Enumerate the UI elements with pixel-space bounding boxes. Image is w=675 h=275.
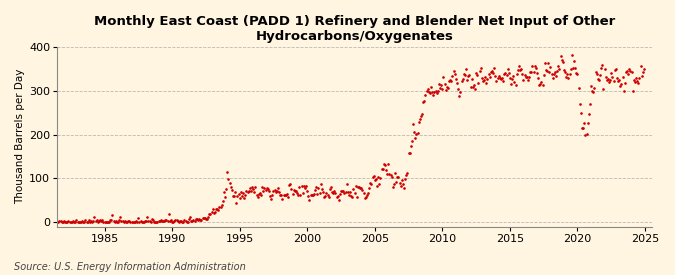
Title: Monthly East Coast (PADD 1) Refinery and Blender Net Input of Other
Hydrocarbons: Monthly East Coast (PADD 1) Refinery and… <box>94 15 615 43</box>
Text: Source: U.S. Energy Information Administration: Source: U.S. Energy Information Administ… <box>14 262 245 272</box>
Y-axis label: Thousand Barrels per Day: Thousand Barrels per Day <box>15 69 25 204</box>
